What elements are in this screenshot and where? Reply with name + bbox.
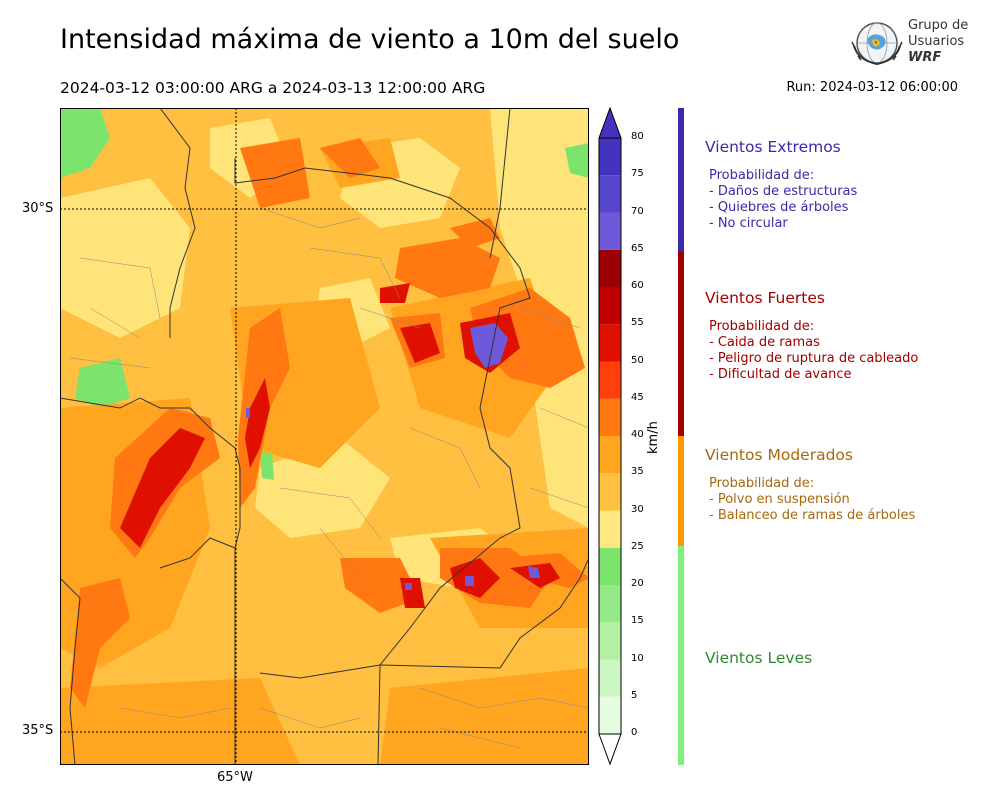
colorbar-tick-label: 10 (631, 652, 644, 664)
category-leves: Vientos Leves (705, 649, 812, 667)
category-desc-line: - Caida de ramas (709, 335, 820, 350)
colorbar-segment (599, 659, 621, 697)
colorbar-segment (599, 324, 621, 362)
category-desc-line: - Quiebres de árboles (709, 200, 849, 215)
colorbar-segment (599, 473, 621, 511)
category-title: Vientos Moderados (705, 446, 853, 464)
colorbar-segment (599, 622, 621, 660)
forecast-period: 2024-03-12 03:00:00 ARG a 2024-03-13 12:… (60, 79, 486, 97)
graticule (60, 108, 589, 765)
colorbar-segment (599, 510, 621, 548)
category-extremos: Vientos Extremos Probabilidad de: - Daño… (705, 138, 857, 232)
colorbar-tick-label: 15 (631, 615, 644, 627)
colorbar-segment (599, 398, 621, 436)
category-desc-header: Probabilidad de: (709, 476, 815, 491)
department-boundaries (69, 207, 589, 749)
category-desc-line: - Peligro de ruptura de cableado (709, 351, 919, 366)
category-desc-line: - Dificultad de avance (709, 367, 852, 382)
province-boundaries (60, 108, 589, 765)
lon-label-65w: 65°W (217, 770, 253, 785)
logo-line-3: WRF (908, 50, 942, 65)
category-description: Probabilidad de: - Polvo en suspensión -… (709, 476, 915, 524)
category-desc-line: - Polvo en suspensión (709, 492, 850, 507)
colorbar-tick-label: 60 (631, 280, 644, 291)
category-desc-header: Probabilidad de: (709, 319, 815, 334)
chart-title: Intensidad máxima de viento a 10m del su… (60, 24, 680, 55)
category-bar-extremos (678, 108, 684, 252)
colorbar-tick-label: 65 (631, 242, 644, 254)
category-description: Probabilidad de: - Daños de estructuras … (709, 168, 857, 232)
colorbar-tick-label: 30 (631, 503, 644, 515)
category-moderados: Vientos Moderados Probabilidad de: - Pol… (705, 446, 915, 524)
colorbar-segment (599, 138, 621, 176)
logo-line-1: Grupo de (908, 18, 969, 33)
colorbar-tick-label: 75 (631, 168, 644, 180)
category-desc-line: - No circular (709, 216, 788, 231)
colorbar-extend-min (598, 733, 622, 766)
colorbar-unit: km/h (646, 421, 661, 454)
category-desc-line: - Balanceo de ramas de árboles (709, 508, 916, 523)
wind-zone-25-30 (60, 108, 589, 588)
colorbar-segment (599, 361, 621, 399)
category-title: Vientos Extremos (705, 138, 841, 156)
colorbar-tick-label: 25 (631, 540, 644, 552)
category-description: Probabilidad de: - Caida de ramas - Peli… (709, 319, 918, 383)
colorbar-tick-label: 55 (631, 317, 644, 329)
colorbar-tick-label: 70 (631, 205, 644, 217)
category-title: Vientos Fuertes (705, 289, 825, 307)
category-bar-leves (678, 546, 684, 765)
colorbar-segment (599, 547, 621, 585)
category-desc-header: Probabilidad de: (709, 168, 815, 183)
category-bar-fuertes (678, 252, 684, 436)
colorbar-tick-label: 0 (631, 727, 638, 738)
colorbar-tick-label: 50 (631, 354, 644, 366)
category-title: Vientos Leves (705, 649, 813, 667)
wrf-logo: Grupo de Usuarios WRF (848, 16, 973, 74)
globe-icon (851, 22, 903, 66)
colorbar-segment (599, 212, 621, 250)
colorbar-segment (599, 696, 621, 734)
logo-line-2: Usuarios (908, 34, 965, 49)
category-desc-line: - Daños de estructuras (709, 184, 858, 199)
lat-label-30s: 30°S (22, 201, 54, 216)
logo-text: Grupo de Usuarios WRF (908, 18, 968, 66)
category-bar-moderados (678, 436, 684, 546)
colorbar-tick-label: 35 (631, 466, 644, 478)
colorbar-tick-label: 40 (631, 429, 644, 440)
colorbar-frame (598, 137, 622, 735)
wind-zone-65-plus (246, 323, 540, 590)
wind-map (60, 108, 589, 765)
run-time: Run: 2024-03-12 06:00:00 (786, 80, 958, 95)
category-fuertes: Vientos Fuertes Probabilidad de: - Caida… (705, 289, 918, 383)
colorbar-segment (599, 249, 621, 287)
colorbar-tick-label: 45 (631, 391, 644, 403)
map-frame (60, 108, 589, 765)
colorbar (598, 106, 622, 766)
lat-label-35s: 35°S (22, 723, 54, 738)
colorbar-tick-label: 80 (631, 131, 644, 142)
colorbar-tick-label: 5 (631, 689, 638, 701)
colorbar-segment (599, 436, 621, 474)
colorbar-extend-max (598, 106, 622, 139)
colorbar-tick-label: 20 (631, 578, 644, 589)
colorbar-segment (599, 175, 621, 213)
colorbar-segment (599, 287, 621, 325)
colorbar-segment (599, 585, 621, 623)
